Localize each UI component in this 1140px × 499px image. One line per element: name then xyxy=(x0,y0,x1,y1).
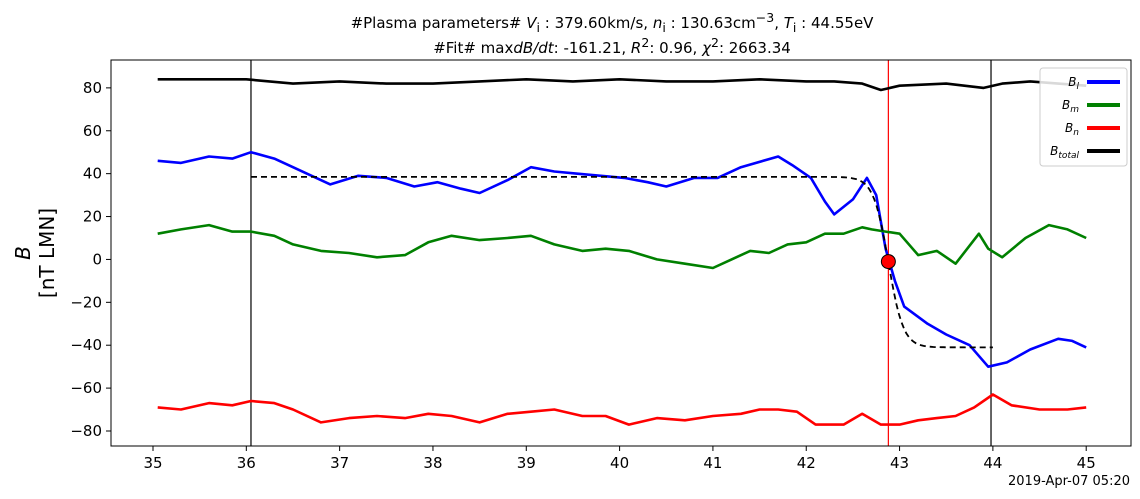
legend-label-l: Bl xyxy=(1068,75,1079,92)
x-tick-label: 36 xyxy=(237,454,256,472)
x-tick-label: 39 xyxy=(517,454,536,472)
y-tick-label: 40 xyxy=(83,165,102,183)
y-tick-label: 20 xyxy=(83,208,102,226)
y-tick-label: 0 xyxy=(92,250,102,268)
series-line-n xyxy=(157,393,1087,426)
x-tick-label: 38 xyxy=(423,454,442,472)
x-tick-label: 41 xyxy=(703,454,722,472)
x-tick-label: 43 xyxy=(890,454,909,472)
x-tick-label: 40 xyxy=(610,454,629,472)
plot-frame xyxy=(110,59,1132,447)
y-tick-label: 60 xyxy=(83,122,102,140)
timestamp-label: 2019-Apr-07 05:20 xyxy=(1008,474,1130,489)
y-tick-label: −40 xyxy=(70,336,102,354)
series-line-m xyxy=(157,223,1087,270)
x-tick-label: 35 xyxy=(143,454,162,472)
y-tick-label: −80 xyxy=(70,422,102,440)
y-tick-label: −20 xyxy=(70,293,102,311)
chart-title-line-2: #Fit# maxdB/dt: -161.21, R2: 0.96, χ2: 2… xyxy=(433,35,791,57)
x-tick-label: 37 xyxy=(330,454,349,472)
fit-curve xyxy=(251,175,993,349)
y-tick-label: −60 xyxy=(70,379,102,397)
x-tick-label: 42 xyxy=(797,454,816,472)
legend-box xyxy=(1039,67,1128,167)
x-tick-label: 44 xyxy=(983,454,1002,472)
series-line-l xyxy=(157,150,1087,369)
y-tick-label: 80 xyxy=(83,79,102,97)
y-axis-label: B[nT LMN] xyxy=(11,208,59,298)
chart-title-line-1: #Plasma parameters# Vi : 379.60km/s, ni … xyxy=(350,10,874,35)
x-tick-label: 45 xyxy=(1077,454,1096,472)
series-line-total xyxy=(157,78,1087,92)
fit-center-marker xyxy=(880,254,896,270)
